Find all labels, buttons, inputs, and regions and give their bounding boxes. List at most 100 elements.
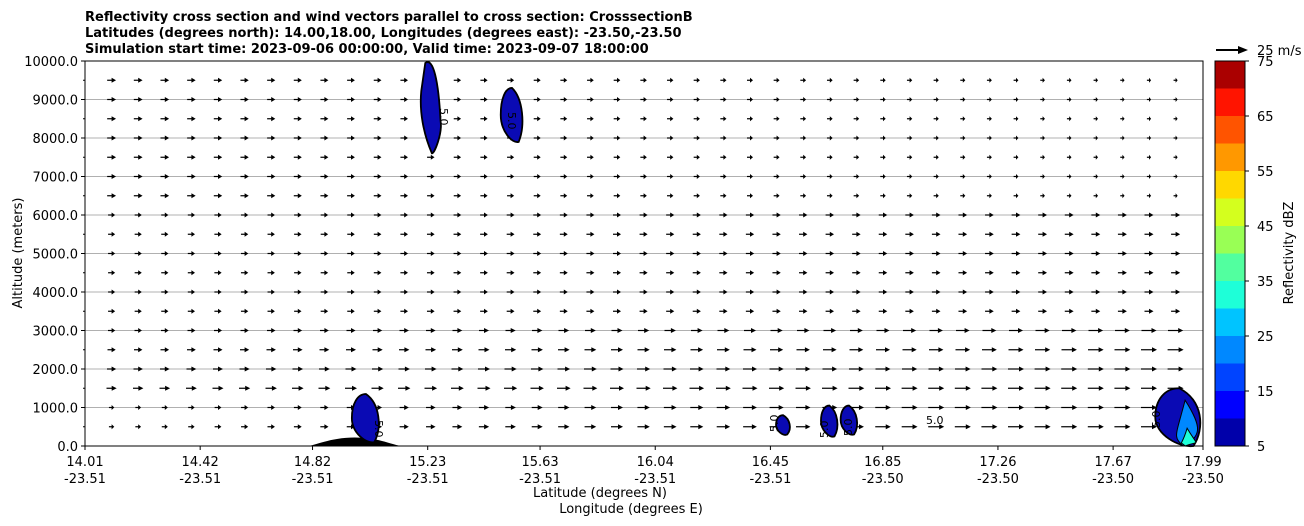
wind-vector-head bbox=[138, 328, 142, 333]
quiver-key-label: 25 m/s bbox=[1257, 44, 1302, 59]
wind-vector-head bbox=[643, 289, 648, 295]
wind-vector-head bbox=[537, 270, 542, 276]
wind-vector-head bbox=[1069, 97, 1072, 102]
wind-vector-head bbox=[563, 212, 568, 218]
wind-vector-head bbox=[696, 154, 700, 160]
wind-vector-head bbox=[938, 366, 944, 372]
wind-vector-head bbox=[563, 251, 568, 256]
wind-vector-head bbox=[671, 424, 677, 430]
wind-vector-head bbox=[1122, 97, 1125, 102]
wind-vector-head bbox=[377, 270, 382, 276]
wind-vector-head bbox=[723, 231, 728, 237]
wind-vector-head bbox=[936, 116, 939, 122]
wind-vector-head bbox=[164, 77, 170, 83]
wind-vector-head bbox=[484, 116, 488, 122]
wind-vector-head bbox=[378, 385, 384, 391]
wind-vector-head bbox=[271, 405, 275, 410]
wind-vector-head bbox=[218, 405, 222, 410]
wind-vector-head bbox=[218, 77, 223, 83]
wind-vector-head bbox=[643, 135, 647, 141]
wind-vector-head bbox=[804, 347, 810, 353]
wind-vector-head bbox=[244, 135, 249, 141]
reflectivity-cell bbox=[419, 61, 442, 155]
wind-vector-head bbox=[883, 174, 886, 179]
wind-vector-head bbox=[537, 97, 541, 102]
wind-vector-head bbox=[484, 289, 488, 295]
wind-vector-head bbox=[885, 424, 891, 430]
wind-vector-head bbox=[537, 308, 542, 314]
wind-vector-head bbox=[617, 328, 623, 333]
wind-vector-head bbox=[670, 212, 675, 218]
wind-vector-head bbox=[1042, 154, 1045, 160]
wind-vector-head bbox=[563, 116, 568, 122]
wind-vector-head bbox=[510, 77, 515, 83]
terrain-shading bbox=[306, 437, 403, 446]
colorbar-tick-label: 15 bbox=[1257, 385, 1274, 400]
wind-vector-head bbox=[271, 231, 275, 237]
wind-vector-head bbox=[218, 289, 222, 295]
wind-vector-head bbox=[1175, 308, 1181, 314]
wind-vector-head bbox=[511, 347, 517, 353]
wind-vector-head bbox=[723, 135, 727, 141]
wind-vector-head bbox=[537, 251, 542, 256]
quiver-key: 25 m/s bbox=[1216, 44, 1302, 59]
wind-vector-head bbox=[1175, 251, 1181, 256]
colorbar-segment bbox=[1215, 88, 1245, 116]
wind-vector-head bbox=[1042, 308, 1047, 314]
colorbar-segment bbox=[1215, 171, 1245, 199]
wind-vector-head bbox=[191, 251, 195, 256]
wind-vector-head bbox=[1152, 347, 1157, 353]
wind-vector-head bbox=[909, 270, 914, 276]
wind-vector-head bbox=[111, 154, 117, 160]
wind-vector-head bbox=[644, 405, 650, 410]
wind-vector-head bbox=[351, 174, 355, 179]
wind-vector-head bbox=[829, 154, 833, 160]
x-tick-label-latitude: 16.04 bbox=[637, 455, 674, 470]
wind-vector-head bbox=[989, 308, 994, 314]
wind-vector-head bbox=[671, 366, 677, 372]
wind-vector-head bbox=[565, 385, 571, 391]
wind-vector-head bbox=[271, 97, 276, 102]
wind-vector-head bbox=[591, 405, 597, 410]
wind-vector-head bbox=[218, 231, 222, 237]
wind-vector-head bbox=[244, 77, 249, 83]
wind-vector-head bbox=[911, 347, 917, 353]
wind-vector-head bbox=[271, 308, 275, 314]
wind-vector-head bbox=[377, 77, 382, 83]
wind-vector-head bbox=[404, 270, 408, 276]
wind-vector-head bbox=[962, 97, 966, 102]
wind-vector-head bbox=[244, 193, 249, 199]
y-tick-label: 6000.0 bbox=[33, 209, 79, 224]
wind-vector-head bbox=[696, 193, 700, 199]
reflectivity-contours bbox=[350, 61, 1202, 447]
wind-vector-head bbox=[138, 424, 142, 430]
wind-vector-head bbox=[885, 366, 891, 372]
wind-vector-head bbox=[377, 97, 382, 102]
wind-vector-head bbox=[297, 154, 302, 160]
wind-vector-head bbox=[750, 174, 753, 179]
wind-vector-head bbox=[1149, 289, 1154, 295]
wind-vector-head bbox=[1069, 174, 1072, 179]
wind-vector-head bbox=[883, 154, 886, 160]
quiver-key-arrowhead bbox=[1238, 46, 1248, 54]
wind-vector-head bbox=[377, 212, 382, 218]
wind-vector-head bbox=[1069, 231, 1074, 237]
wind-vector-head bbox=[377, 174, 382, 179]
wind-vector-head bbox=[937, 328, 943, 333]
wind-vector-head bbox=[912, 366, 918, 372]
wind-vector-head bbox=[324, 212, 329, 218]
wind-vector-head bbox=[643, 270, 648, 276]
wind-vector-head bbox=[218, 424, 222, 430]
wind-vector-head bbox=[1018, 328, 1023, 333]
wind-vector-head bbox=[618, 347, 623, 353]
wind-vector-head bbox=[351, 77, 355, 83]
wind-vector-head bbox=[803, 174, 807, 179]
wind-vector-head bbox=[989, 289, 994, 295]
wind-vector-head bbox=[645, 385, 651, 391]
wind-vector-head bbox=[164, 135, 170, 141]
wind-vector-head bbox=[377, 347, 383, 353]
wind-vector-head bbox=[352, 385, 357, 391]
x-tick-label-latitude: 16.85 bbox=[864, 455, 901, 470]
wind-vector-head bbox=[643, 251, 648, 256]
wind-vector-head bbox=[962, 135, 966, 141]
